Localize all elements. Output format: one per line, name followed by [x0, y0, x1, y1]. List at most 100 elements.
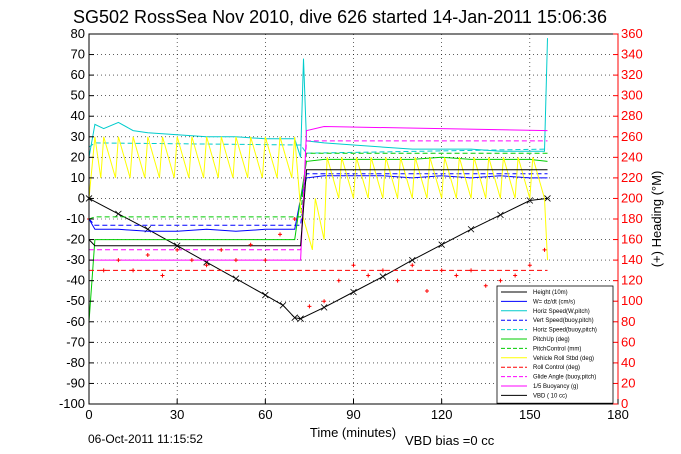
legend-entry: PitchControl (mm)	[533, 346, 581, 352]
y-right-tick-label: 80	[621, 314, 635, 329]
y-tick-label: 80	[71, 26, 85, 41]
depth-marker	[350, 288, 357, 296]
y-right-tick-label: 320	[621, 67, 643, 82]
y-right-tick-label: 280	[621, 108, 643, 123]
y-right-tick-label: 240	[621, 149, 643, 164]
depth-marker	[467, 225, 475, 233]
y-tick-label: 10	[71, 170, 85, 185]
y-tick-label: 60	[71, 67, 85, 82]
depth-marker	[438, 241, 445, 248]
depth-marker	[320, 304, 328, 311]
series-heading-points	[87, 217, 547, 309]
y-right-tick-label: 40	[621, 355, 635, 370]
heading-point	[380, 268, 385, 273]
heading-point	[366, 273, 371, 278]
heading-point	[189, 258, 194, 263]
y-tick-label: 30	[71, 129, 85, 144]
y-tick-label: -80	[66, 355, 85, 370]
heading-point	[263, 258, 268, 263]
chart-title: SG502 RossSea Nov 2010, dive 626 started…	[73, 7, 607, 27]
y-tick-label: -30	[66, 252, 85, 267]
y-tick-label: -100	[59, 396, 85, 411]
heading-point	[336, 278, 341, 283]
heading-point	[513, 273, 518, 278]
y-tick-label: 70	[71, 47, 85, 62]
y-right-tick-label: 120	[621, 273, 643, 288]
legend-entry: Vehicle Roll Stbd (deg)	[533, 356, 594, 362]
x-tick-label: 150	[519, 407, 541, 422]
footer-timestamp: 06-Oct-2011 11:15:52	[88, 432, 203, 446]
y-right-tick-label: 20	[621, 375, 635, 390]
legend: Height (10m) W= dz/dt (cm/s) Horiz Speed(W…	[496, 285, 614, 404]
y-tick-label: -70	[66, 334, 85, 349]
y-tick-label: 0	[78, 190, 85, 205]
series-line-6	[88, 152, 548, 220]
y-right-tick-label: 360	[621, 26, 643, 41]
heading-point	[307, 304, 312, 309]
x-tick-label: 0	[85, 407, 92, 422]
depth-marker	[544, 195, 551, 202]
y-right-tick-label: 340	[621, 47, 643, 62]
y-tick-label: -10	[66, 211, 85, 226]
y-right-tick-label: 300	[621, 88, 643, 103]
y-right-tick-label: 200	[621, 190, 643, 205]
y-axis-right-ticks: 0 20 40 60 80 100 120 140 160 180 200 220 240 260 280 3…	[613, 26, 643, 411]
heading-point	[351, 263, 356, 268]
legend-entry: Vert Speed(buoy,pitch)	[533, 318, 594, 324]
y-tick-label: 20	[71, 149, 85, 164]
y-tick-label: -60	[66, 314, 85, 329]
heading-point	[542, 247, 547, 252]
legend-entry: Horiz Speed(buoy,pitch)	[533, 328, 597, 334]
heading-point	[145, 252, 150, 257]
series-line-7	[88, 136, 548, 261]
heading-point	[160, 273, 165, 278]
depth-marker	[408, 256, 416, 264]
y-tick-label: -90	[66, 375, 85, 390]
y-right-tick-label: 160	[621, 232, 643, 247]
legend-entry: W= dz/dt (cm/s)	[533, 299, 575, 305]
series-layer	[85, 38, 551, 322]
x-tick-label: 180	[607, 407, 629, 422]
heading-point	[175, 247, 180, 252]
series-line-3	[88, 173, 548, 226]
heading-point	[248, 242, 253, 247]
y-right-tick-label: 180	[621, 211, 643, 226]
y-axis-right-label: (+) Heading (°M)	[649, 171, 664, 268]
heading-point	[322, 299, 327, 304]
heading-point	[292, 217, 297, 221]
y-right-tick-label: 140	[621, 252, 643, 267]
heading-point	[131, 268, 136, 273]
y-tick-label: 50	[71, 88, 85, 103]
depth-marker	[279, 302, 287, 309]
y-tick-label: -40	[66, 273, 85, 288]
y-tick-label: -20	[66, 232, 85, 247]
footer-vbd-bias: VBD bias =0 cc	[405, 433, 495, 448]
y-right-tick-label: 220	[621, 170, 643, 185]
heading-point	[233, 258, 238, 263]
x-axis-ticks: 0 30 60 90 120 150 180	[85, 399, 629, 422]
heading-point	[439, 268, 444, 273]
heading-point	[204, 263, 209, 268]
legend-entry: Height (10m)	[533, 290, 568, 296]
depth-marker	[232, 275, 240, 282]
heading-point	[410, 263, 415, 268]
legend-entry: VBD ( 10 cc)	[533, 393, 567, 399]
legend-entry: Glide Angle (buoy,pitch)	[533, 375, 596, 381]
heading-point	[424, 288, 429, 293]
y-axis-ticks: -100-90-80-70-60-50-40-30-20-10010203040…	[59, 26, 94, 411]
series-line-2	[88, 38, 548, 158]
x-tick-label: 30	[170, 407, 184, 422]
heading-point	[454, 273, 459, 278]
series-line-4	[88, 142, 548, 154]
legend-entry: Horiz Speed(W,pitch)	[533, 309, 590, 315]
depth-marker	[379, 273, 387, 280]
depth-marker	[262, 291, 269, 299]
x-tick-label: 120	[431, 407, 453, 422]
heading-point	[278, 232, 283, 237]
x-axis-label: Time (minutes)	[310, 425, 396, 440]
legend-entry: 1/5 Buoyancy (g)	[533, 384, 578, 390]
depth-marker	[526, 197, 534, 204]
heading-point	[219, 247, 224, 252]
depth-marker	[297, 315, 304, 322]
